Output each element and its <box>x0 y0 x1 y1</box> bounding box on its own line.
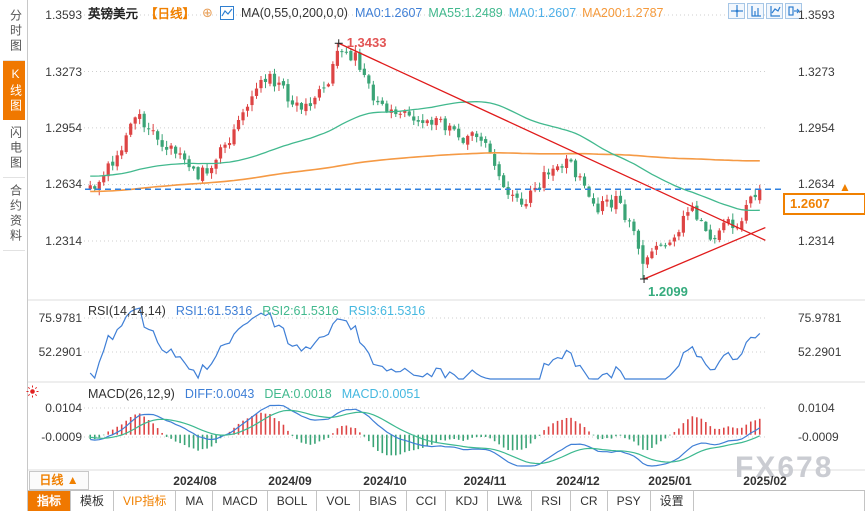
rsi-value-1: RSI1:61.5316 <box>175 304 253 318</box>
crosshair-icon[interactable] <box>728 3 745 19</box>
tab-VOL[interactable]: VOL <box>317 491 361 511</box>
price-axis-label: 1.2634 <box>45 177 82 192</box>
tab-设置[interactable]: 设置 <box>651 491 694 511</box>
collapse-panel-icon[interactable] <box>785 3 802 19</box>
sidebar-item-分时图[interactable]: 分时图 <box>2 3 25 61</box>
price-axis-label: 1.3273 <box>45 64 82 79</box>
macd-axis-label: 0.0104 <box>798 401 835 415</box>
ma-value-3: MA200:1.2787 <box>582 5 664 20</box>
ma-values: MA0:1.2607 MA55:1.2489 MA0:1.2607 MA200:1.2… <box>355 6 670 20</box>
watermark: FX678 <box>735 451 834 484</box>
rsi-panel-header: RSI(14,14,14) RSI1:61.5316 RSI2:61.5316 RS… <box>88 304 425 318</box>
rsi-value-3: RSI3:61.5316 <box>348 304 426 318</box>
tab-MACD[interactable]: MACD <box>213 491 268 511</box>
symbol-title: 英镑美元 <box>88 7 139 21</box>
line-chart-icon[interactable] <box>219 5 234 20</box>
rsi-values: RSI1:61.5316 RSI2:61.5316 RSI3:61.5316 <box>176 304 425 318</box>
price-axis-label: 1.2954 <box>45 120 82 135</box>
macd-title[interactable]: MACD(26,12,9) <box>88 387 175 401</box>
tab-BOLL[interactable]: BOLL <box>268 491 318 511</box>
tab-PSY[interactable]: PSY <box>608 491 651 511</box>
ma-settings-label[interactable]: MA(0,55,0,200,0,0) <box>240 5 348 20</box>
macd-value-2: DEA:0.0018 <box>264 387 332 401</box>
sidebar-item-合约资料[interactable]: 合约资料 <box>2 178 25 251</box>
macd-axis-label: 0.0104 <box>45 401 82 415</box>
tab-模板[interactable]: 模板 <box>71 491 115 511</box>
indicator-toolbar: 指标 模板 VIP指标 MA MACD BOLL VOL BIAS CCI KDJ LW& RSI CR… <box>28 490 865 511</box>
price-axis-label: 1.3593 <box>45 8 82 22</box>
time-axis-label: 2025/01 <box>648 474 692 488</box>
rsi-axis-label: 75.9781 <box>798 311 842 325</box>
period-tag: 【日线】 <box>145 7 196 21</box>
price-axis-label: 1.2634 <box>798 177 835 192</box>
macd-panel-header: MACD(26,12,9) DIFF:0.0043 DEA:0.0018 MACD:… <box>88 387 420 401</box>
tab-LW&[interactable]: LW& <box>488 491 533 511</box>
chart-header: 英镑美元 【日线】 ⊕ MA(0,55,0,200,0,0) MA0:1.260… <box>88 3 669 22</box>
tab-RSI[interactable]: RSI <box>532 491 572 511</box>
rsi-title[interactable]: RSI(14,14,14) <box>88 304 166 318</box>
rsi-value-2: RSI2:61.5316 <box>262 304 339 318</box>
macd-value-3: MACD:0.0051 <box>341 387 421 401</box>
time-axis-label: 2024/09 <box>268 474 312 488</box>
tab-CR[interactable]: CR <box>571 491 608 511</box>
tab-VIP指标[interactable]: VIP指标 <box>114 491 177 511</box>
tab-MA[interactable]: MA <box>176 491 214 511</box>
price-axis-label: 1.2314 <box>45 234 82 248</box>
low-annotation: 1.2099 <box>648 283 688 299</box>
macd-axis-label: -0.0009 <box>41 430 82 444</box>
chart-tools <box>728 3 802 19</box>
up-arrow-icon: ▲ <box>839 180 851 194</box>
time-axis-label: 2024/10 <box>363 474 407 488</box>
ma-value-0: MA0:1.2607 <box>354 5 423 20</box>
macd-value-1: DIFF:0.0043 <box>184 387 255 401</box>
current-price-badge: 1.2607 <box>783 193 865 215</box>
rsi-axis-label: 52.2901 <box>798 345 842 359</box>
toolbar-empty-area <box>694 491 865 511</box>
rsi-axis-label: 75.9781 <box>38 311 82 325</box>
macd-axis-label: -0.0009 <box>798 430 839 444</box>
price-axis-label: 1.2314 <box>798 234 835 248</box>
tab-BIAS[interactable]: BIAS <box>360 491 407 511</box>
axis-scale-icon[interactable] <box>747 3 764 19</box>
price-axis-label: 1.3273 <box>798 64 835 79</box>
period-selector[interactable]: 日线 ▲ <box>29 471 89 490</box>
tab-指标[interactable]: 指标 <box>28 491 72 511</box>
red-sun-icon[interactable] <box>26 385 39 398</box>
macd-values: DIFF:0.0043 DEA:0.0018 MACD:0.0051 <box>185 387 420 401</box>
axis-scale-alt-icon[interactable] <box>766 3 783 19</box>
sidebar-item-K线图[interactable]: K线图 <box>2 61 25 120</box>
ma-value-1: MA55:1.2489 <box>428 5 503 20</box>
price-axis-label: 1.3593 <box>798 8 835 22</box>
rsi-axis-label: 52.2901 <box>38 345 82 359</box>
time-axis-label: 2024/12 <box>556 474 600 488</box>
tab-KDJ[interactable]: KDJ <box>446 491 489 511</box>
high-annotation: 1.3433 <box>346 35 387 51</box>
tab-CCI[interactable]: CCI <box>407 491 447 511</box>
price-axis-label: 1.2954 <box>798 120 835 135</box>
time-axis-label: 2024/08 <box>173 474 217 488</box>
ma-value-2: MA0:1.2607 <box>508 5 577 20</box>
time-axis-label: 2024/11 <box>463 474 507 488</box>
chart-type-sidebar: 分时图 K线图 闪电图 合约资料 <box>0 0 28 511</box>
circle-plus-icon[interactable]: ⊕ <box>202 4 213 20</box>
sidebar-item-闪电图[interactable]: 闪电图 <box>2 120 25 178</box>
time-axis-label: 2025/02 <box>743 474 787 488</box>
